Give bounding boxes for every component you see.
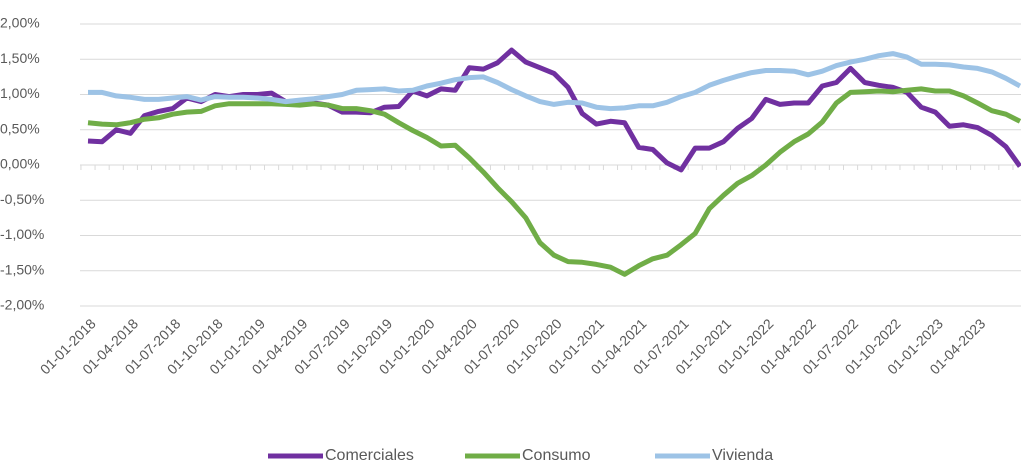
series-line [88,51,1021,112]
y-tick-label: -1,50% [0,261,44,277]
y-tick-label: -1,00% [0,226,44,242]
legend-label: Vivienda [712,447,773,464]
series-line [87,86,1021,277]
y-tick-label: -0,50% [0,191,44,207]
y-tick-label: 0,50% [0,120,40,136]
legend-label: Consumo [522,447,591,464]
y-tick-label: -2,00% [0,297,44,313]
y-tick-label: 0,00% [0,156,40,172]
y-tick-label: 2,00% [0,15,40,31]
series-line [87,47,1021,173]
legend-label: Comerciales [325,447,414,464]
y-tick-label: 1,50% [0,50,40,66]
y-tick-label: 1,00% [0,85,40,101]
